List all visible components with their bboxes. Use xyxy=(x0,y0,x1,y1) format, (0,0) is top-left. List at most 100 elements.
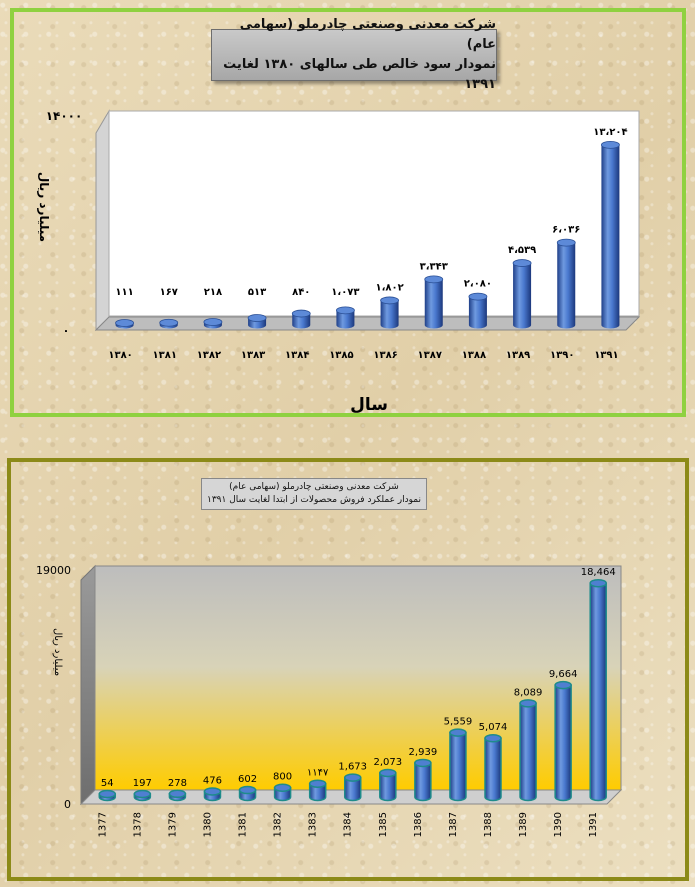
value-label-2-5: 800 xyxy=(273,772,292,783)
y-axis-label-1: میلیارد ریال xyxy=(37,172,51,242)
net-profit-chart-subtitle: نمودار سود خالص طی سالهای ۱۳۸۰ لغایت ۱۳۹… xyxy=(223,57,496,92)
bar-1-8 xyxy=(468,292,488,329)
category-label-1-11: ۱۳۹۱ xyxy=(594,350,618,361)
bar-1-0 xyxy=(115,319,134,329)
floor-1 xyxy=(94,316,641,331)
value-label-2-4: 602 xyxy=(238,774,257,785)
ytick-max-1: ۱۴۰۰۰ xyxy=(46,109,83,123)
value-label-1-10: ۶،۰۳۶ xyxy=(552,225,580,236)
category-label-1-6: ۱۳۸۶ xyxy=(373,350,397,361)
back-wall-1 xyxy=(108,110,640,317)
bar-2-2 xyxy=(168,789,187,802)
category-label-2-11: 1388 xyxy=(483,812,494,837)
value-label-2-9: 2,939 xyxy=(409,747,438,758)
bar-2-8 xyxy=(379,768,397,802)
value-label-2-11: 5,074 xyxy=(479,722,508,733)
bar-2-14 xyxy=(589,578,607,802)
ytick-max-2: 19000 xyxy=(36,564,71,577)
value-label-2-10: 5,559 xyxy=(444,717,473,728)
value-label-2-13: 9,664 xyxy=(549,669,578,680)
value-label-1-7: ۳،۳۴۳ xyxy=(420,261,448,272)
bar-1-9 xyxy=(512,259,532,329)
bar-1-7 xyxy=(424,275,444,329)
back-wall-2 xyxy=(94,565,622,791)
ytick-min-1: ۰ xyxy=(63,324,70,337)
sales-chart-title: شرکت معدنی وصنعتی چادرملو (سهامی عام) xyxy=(229,482,399,492)
category-label-2-5: 1382 xyxy=(273,812,284,837)
value-label-2-7: 1,673 xyxy=(338,762,367,773)
category-label-1-4: ۱۳۸۴ xyxy=(285,350,309,361)
category-label-2-12: 1389 xyxy=(518,812,529,837)
bar-1-6 xyxy=(380,296,399,329)
category-label-2-9: 1386 xyxy=(413,812,424,837)
sales-chart-subtitle: نمودار عملکرد فروش محصولات از ابتدا لغای… xyxy=(207,495,422,505)
value-label-2-14: 18,464 xyxy=(581,567,616,578)
value-label-1-2: ۲۱۸ xyxy=(204,287,222,298)
category-label-1-10: ۱۳۹۰ xyxy=(550,350,574,361)
sales-chart-title-box: شرکت معدنی وصنعتی چادرملو (سهامی عام) نم… xyxy=(201,478,427,510)
side-wall-1 xyxy=(95,109,110,332)
value-label-2-2: 278 xyxy=(168,778,187,789)
net-profit-chart: ۱۴۰۰۰ ۰ میلیارد ریال سال ۱۱۱ ۱۳۸۰ ۱۶۷ ۱۳۸۱ ۲۱۸ ۱۳… xyxy=(37,109,641,413)
value-label-1-3: ۵۱۳ xyxy=(248,287,266,298)
bar-2-13 xyxy=(554,680,572,802)
bar-2-11 xyxy=(484,733,502,802)
net-profit-chart-title: شرکت معدنی وصنعتی چادرملو (سهامی عام) xyxy=(239,17,496,52)
net-profit-chart-panel: ۱۴۰۰۰ ۰ میلیارد ریال سال ۱۱۱ ۱۳۸۰ ۱۶۷ ۱۳۸۱ ۲۱۸ ۱۳… xyxy=(10,8,686,417)
value-label-2-0: 54 xyxy=(101,778,114,789)
y-axis-label-2: میلیارد ریال xyxy=(52,628,63,676)
bar-1-4 xyxy=(291,309,311,329)
bar-1-5 xyxy=(336,306,355,329)
net-profit-chart-title-box: شرکت معدنی وصنعتی چادرملو (سهامی عام) نم… xyxy=(211,17,497,92)
category-label-2-0: 1377 xyxy=(97,812,108,837)
value-label-2-6: ۱۱۴۷ xyxy=(307,768,329,779)
bar-2-0 xyxy=(98,789,117,802)
bar-1-3 xyxy=(247,314,267,329)
bar-2-4 xyxy=(238,785,257,802)
bar-1-10 xyxy=(556,238,576,329)
category-label-1-8: ۱۳۸۸ xyxy=(462,350,486,361)
side-wall-2 xyxy=(80,564,96,806)
bar-1-11 xyxy=(601,140,620,329)
value-label-1-11: ۱۳،۲۰۴ xyxy=(593,127,627,138)
category-label-1-3: ۱۳۸۳ xyxy=(241,350,265,361)
bar-1-2 xyxy=(203,318,223,329)
bar-2-10 xyxy=(449,728,467,802)
value-label-1-4: ۸۴۰ xyxy=(292,287,310,298)
category-label-2-3: 1380 xyxy=(202,812,213,837)
value-label-1-0: ۱۱۱ xyxy=(115,287,133,298)
category-label-2-6: 1383 xyxy=(308,812,319,837)
category-label-2-2: 1379 xyxy=(167,812,178,837)
value-label-2-1: 197 xyxy=(133,778,152,789)
category-label-2-8: 1385 xyxy=(378,812,389,837)
category-label-2-14: 1391 xyxy=(588,812,599,837)
bar-2-12 xyxy=(519,699,537,802)
value-label-2-12: 8,089 xyxy=(514,687,543,698)
category-label-2-13: 1390 xyxy=(553,812,564,837)
category-label-1-9: ۱۳۸۹ xyxy=(506,350,530,361)
value-label-1-1: ۱۶۷ xyxy=(160,287,178,298)
value-label-1-8: ۲،۰۸۰ xyxy=(464,279,492,290)
bar-2-7 xyxy=(343,773,362,802)
category-label-2-10: 1387 xyxy=(448,812,459,837)
value-label-1-9: ۴،۵۳۹ xyxy=(508,245,536,256)
category-label-2-7: 1384 xyxy=(343,812,354,837)
sales-chart: 19000 0 میلیارد ریال 54 1377 197 1378 278 1379 47… xyxy=(36,564,623,837)
bar-2-1 xyxy=(133,789,152,802)
bar-2-5 xyxy=(273,783,292,802)
bar-2-6 xyxy=(308,779,327,802)
value-label-2-3: 476 xyxy=(203,775,222,786)
category-label-1-7: ۱۳۸۷ xyxy=(418,350,442,361)
category-label-1-2: ۱۳۸۲ xyxy=(197,350,221,361)
bar-1-1 xyxy=(159,318,179,329)
bar-2-3 xyxy=(203,787,222,802)
x-axis-label-1: سال xyxy=(350,395,388,413)
bar-2-9 xyxy=(414,758,432,802)
sales-chart-panel: 19000 0 میلیارد ریال 54 1377 197 1378 278 1379 47… xyxy=(7,458,689,881)
value-label-1-5: ۱،۰۷۳ xyxy=(331,287,359,298)
category-label-1-0: ۱۳۸۰ xyxy=(108,350,132,361)
category-label-1-1: ۱۳۸۱ xyxy=(153,350,177,361)
value-label-2-8: 2,073 xyxy=(373,757,402,768)
value-label-1-6: ۱،۸۰۲ xyxy=(375,282,403,293)
category-label-2-4: 1381 xyxy=(238,812,249,837)
